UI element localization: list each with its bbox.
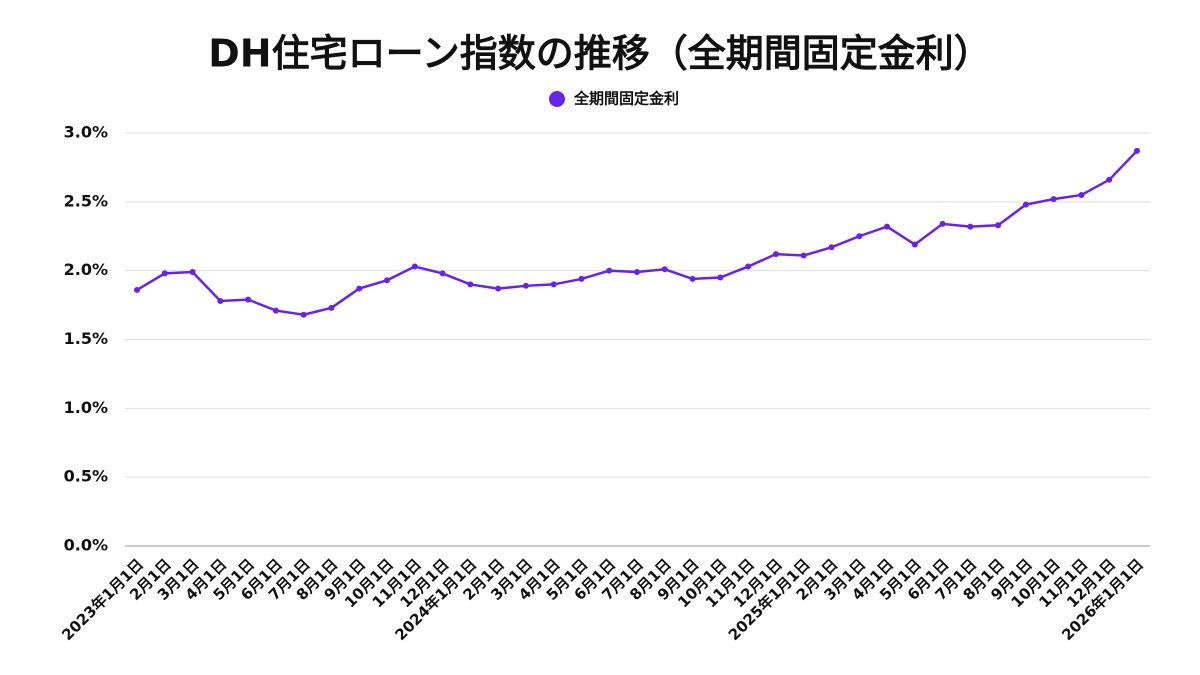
y-tick-label: 0.5% <box>64 467 108 486</box>
point <box>328 304 335 311</box>
point <box>189 269 196 276</box>
point <box>661 266 668 273</box>
point <box>439 270 446 277</box>
point <box>1050 196 1057 203</box>
y-tick-label: 1.5% <box>64 329 108 348</box>
y-tick-label: 3.0% <box>64 123 108 142</box>
y-tick-label: 0.0% <box>64 536 108 555</box>
point <box>467 281 474 288</box>
point <box>495 285 502 292</box>
point <box>550 281 557 288</box>
point <box>884 223 890 230</box>
point <box>300 311 307 318</box>
point <box>717 274 724 281</box>
point <box>800 252 807 259</box>
legend-label: 全期間固定金利 <box>573 90 679 108</box>
point <box>745 263 752 270</box>
y-tick-label: 2.5% <box>64 191 108 210</box>
chart-title: DH住宅ローン指数の推移（全期間固定金利） <box>208 32 991 76</box>
point <box>522 282 529 289</box>
point <box>911 241 918 248</box>
point <box>356 285 363 292</box>
point <box>217 297 224 304</box>
point <box>967 223 974 230</box>
point <box>384 277 390 284</box>
point <box>995 222 1002 229</box>
point <box>411 263 418 270</box>
point <box>828 244 835 251</box>
y-tick-label: 1.0% <box>64 398 108 417</box>
point <box>272 307 279 314</box>
y-tick-label: 2.0% <box>64 260 108 279</box>
point <box>1106 176 1113 183</box>
point <box>578 275 585 282</box>
line <box>136 150 1138 316</box>
point <box>606 267 613 274</box>
point <box>134 286 140 293</box>
point <box>634 269 640 276</box>
point <box>1022 201 1029 208</box>
point <box>245 296 252 303</box>
point <box>772 251 779 258</box>
point <box>856 233 863 240</box>
point <box>1134 147 1140 154</box>
point <box>1078 191 1085 198</box>
point <box>689 275 696 282</box>
legend-marker <box>549 91 565 107</box>
point <box>161 270 168 277</box>
point <box>939 220 946 227</box>
